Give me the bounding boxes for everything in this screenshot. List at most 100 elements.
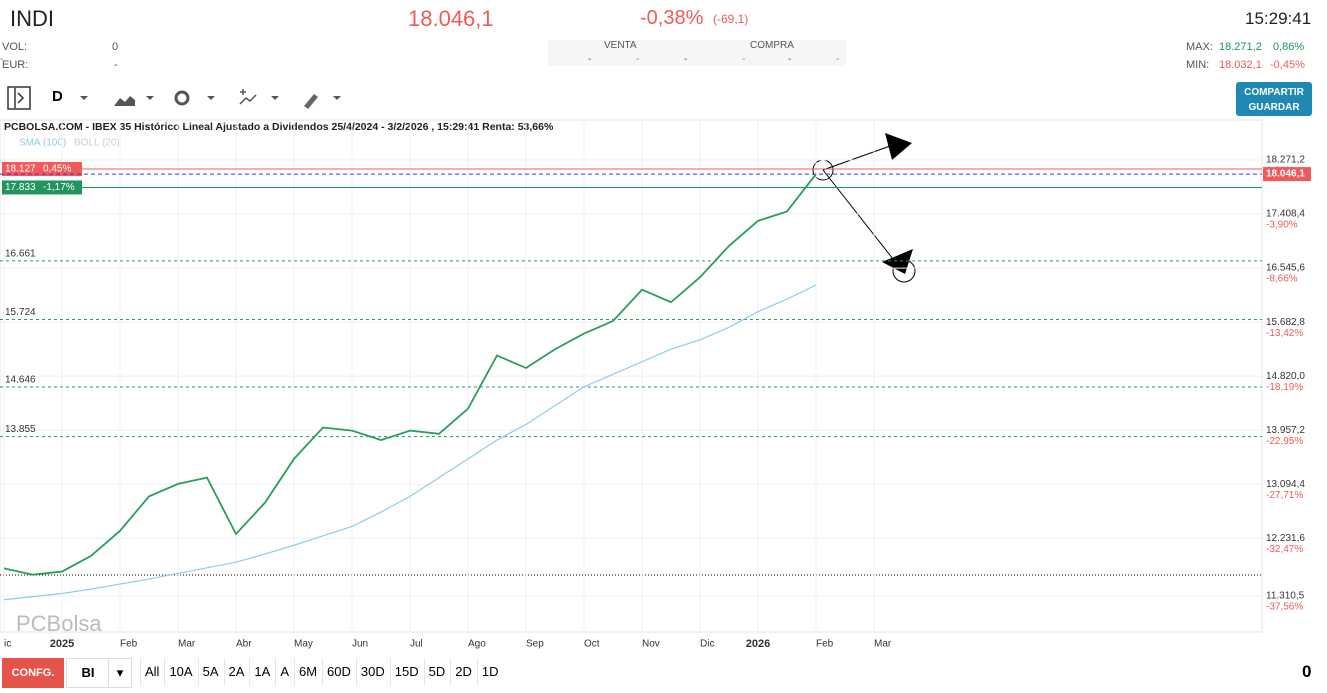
period-button[interactable]: 60D xyxy=(322,658,355,686)
x-tick-label: Mar xyxy=(178,639,196,650)
panel-toggle[interactable] xyxy=(7,86,31,110)
period-button[interactable]: A xyxy=(275,658,293,686)
toolbar-icons xyxy=(7,86,341,110)
min: 18.032,1 xyxy=(1219,59,1262,71)
y-tick-label: 14.820,0 xyxy=(1266,371,1305,382)
x-tick-label: May xyxy=(294,639,313,650)
chart-type-icon[interactable] xyxy=(114,96,135,106)
change-pct: -0,38% xyxy=(640,7,704,29)
book-cell: - xyxy=(0,54,4,65)
period-button[interactable]: 5A xyxy=(197,658,223,686)
x-tick-label: Feb xyxy=(816,639,834,650)
x-tick-label: Oct xyxy=(584,639,600,650)
change-abs: (-69,1) xyxy=(713,12,749,26)
price-tag-change: -1,17% xyxy=(43,182,75,193)
max-label: MAX: xyxy=(1186,41,1213,53)
period-button[interactable]: 1D xyxy=(476,658,503,686)
y-tick-label: 17.408,4 xyxy=(1266,209,1305,220)
x-tick-label: Abr xyxy=(236,639,252,650)
price-tag-change: 0,45% xyxy=(43,164,71,175)
x-tick-label: Nov xyxy=(642,639,660,650)
period-button[interactable]: 10A xyxy=(164,658,196,686)
interval[interactable]: D xyxy=(52,88,63,105)
price-tag-label: 18.127 xyxy=(5,164,36,175)
period-button[interactable]: 1A xyxy=(249,658,274,686)
panel-icon xyxy=(14,88,25,108)
y-tick-label: 13.094,4 xyxy=(1266,479,1305,490)
watermark: PCBolsa xyxy=(16,611,102,636)
y-tick-change: -8,66% xyxy=(1266,274,1298,285)
annotation-arrowheads xyxy=(882,133,913,274)
period-button[interactable]: 2A xyxy=(223,658,249,686)
book-cell: - xyxy=(588,54,592,65)
book-cell: - xyxy=(684,54,688,65)
price-tag-label: 17.833 xyxy=(5,182,36,193)
y-tick-change: -37,56% xyxy=(1266,602,1303,613)
price-line xyxy=(3,173,817,576)
period-button[interactable]: 2D xyxy=(450,658,476,686)
period-button[interactable]: 6M xyxy=(293,658,321,686)
y-tick-label: 12.231,6 xyxy=(1266,533,1305,544)
y-tick-change: -3,90% xyxy=(1266,220,1298,231)
mode-button[interactable]: BI xyxy=(66,658,110,688)
y-tick-label: 13.957,2 xyxy=(1266,425,1305,436)
vol-label: VOL: xyxy=(2,41,28,53)
buy-label: COMPRA xyxy=(750,40,794,51)
x-tick-label: Feb xyxy=(120,639,138,650)
period-button[interactable]: All xyxy=(140,658,163,686)
x-tick-label: Mar xyxy=(874,639,892,650)
y-tick-label: 11.310,5 xyxy=(1266,591,1305,602)
counter: 0 xyxy=(1302,662,1312,681)
settings-icon[interactable] xyxy=(174,90,190,106)
ticker: INDI xyxy=(10,6,54,31)
eur-label: EUR: xyxy=(2,59,29,71)
share-button[interactable]: COMPARTIR GUARDAR xyxy=(1236,82,1312,116)
x-tick-label: 2025 xyxy=(50,638,74,650)
period-button[interactable]: 30D xyxy=(355,658,389,686)
sell-label: VENTA xyxy=(604,40,637,51)
y-tick-change: -27,71% xyxy=(1266,490,1303,501)
level-label: 14.646 xyxy=(5,375,36,386)
dropdown-arrows[interactable] xyxy=(80,96,341,100)
y-tick-change: -13,42% xyxy=(1266,328,1303,339)
y-tick-change: -32,47% xyxy=(1266,544,1303,555)
price-tag-box xyxy=(2,162,82,177)
chart: PCBOLSA.COM - IBEX 35 Histórico Lineal A… xyxy=(0,119,1311,650)
share: COMPARTIR xyxy=(1244,87,1304,98)
y-tick-label: 18.271,2 xyxy=(1266,155,1305,166)
legend-entry: SMA (100) xyxy=(19,138,66,149)
book-cell: - xyxy=(636,54,640,65)
period-button[interactable]: 5D xyxy=(423,658,450,686)
draw-icon[interactable] xyxy=(304,94,318,109)
sma-line xyxy=(3,284,817,601)
min-pct: -0,45% xyxy=(1270,59,1305,71)
x-tick-label: Jul xyxy=(410,639,423,650)
y-tick-label: 16.545,6 xyxy=(1266,263,1305,274)
level-label: 13.855 xyxy=(5,424,36,435)
mode-dropdown[interactable]: ▾ xyxy=(108,658,132,688)
x-tick-label: Ago xyxy=(468,639,486,650)
eur: - xyxy=(114,59,118,71)
time: 15:29:41 xyxy=(1245,9,1312,28)
book-cell: - xyxy=(788,54,792,65)
x-tick-label: Sep xyxy=(526,639,544,650)
x-tick-label: 2026 xyxy=(746,638,770,650)
level-label: 15.724 xyxy=(5,307,36,318)
x-tick-label: Jun xyxy=(352,639,368,650)
save: GUARDAR xyxy=(1248,102,1300,113)
last-price-label: 18.046,1 xyxy=(1266,169,1305,180)
y-tick-label: 15.682,8 xyxy=(1266,317,1305,328)
y-tick-change: -22,95% xyxy=(1266,436,1303,447)
vol: 0 xyxy=(112,41,119,53)
price-tag-box xyxy=(2,180,82,195)
level-label: 16.661 xyxy=(5,248,36,259)
price: 18.046,1 xyxy=(408,6,494,31)
indicator-icon[interactable] xyxy=(239,89,257,105)
last-price-box xyxy=(1263,167,1311,182)
min-label: MIN: xyxy=(1186,59,1210,71)
config-button[interactable]: CONFG. xyxy=(2,658,64,688)
max: 18.271,2 xyxy=(1219,41,1262,53)
x-tick-label: ic xyxy=(4,639,11,650)
book-cell: - xyxy=(836,54,840,65)
period-button[interactable]: 15D xyxy=(389,658,423,686)
